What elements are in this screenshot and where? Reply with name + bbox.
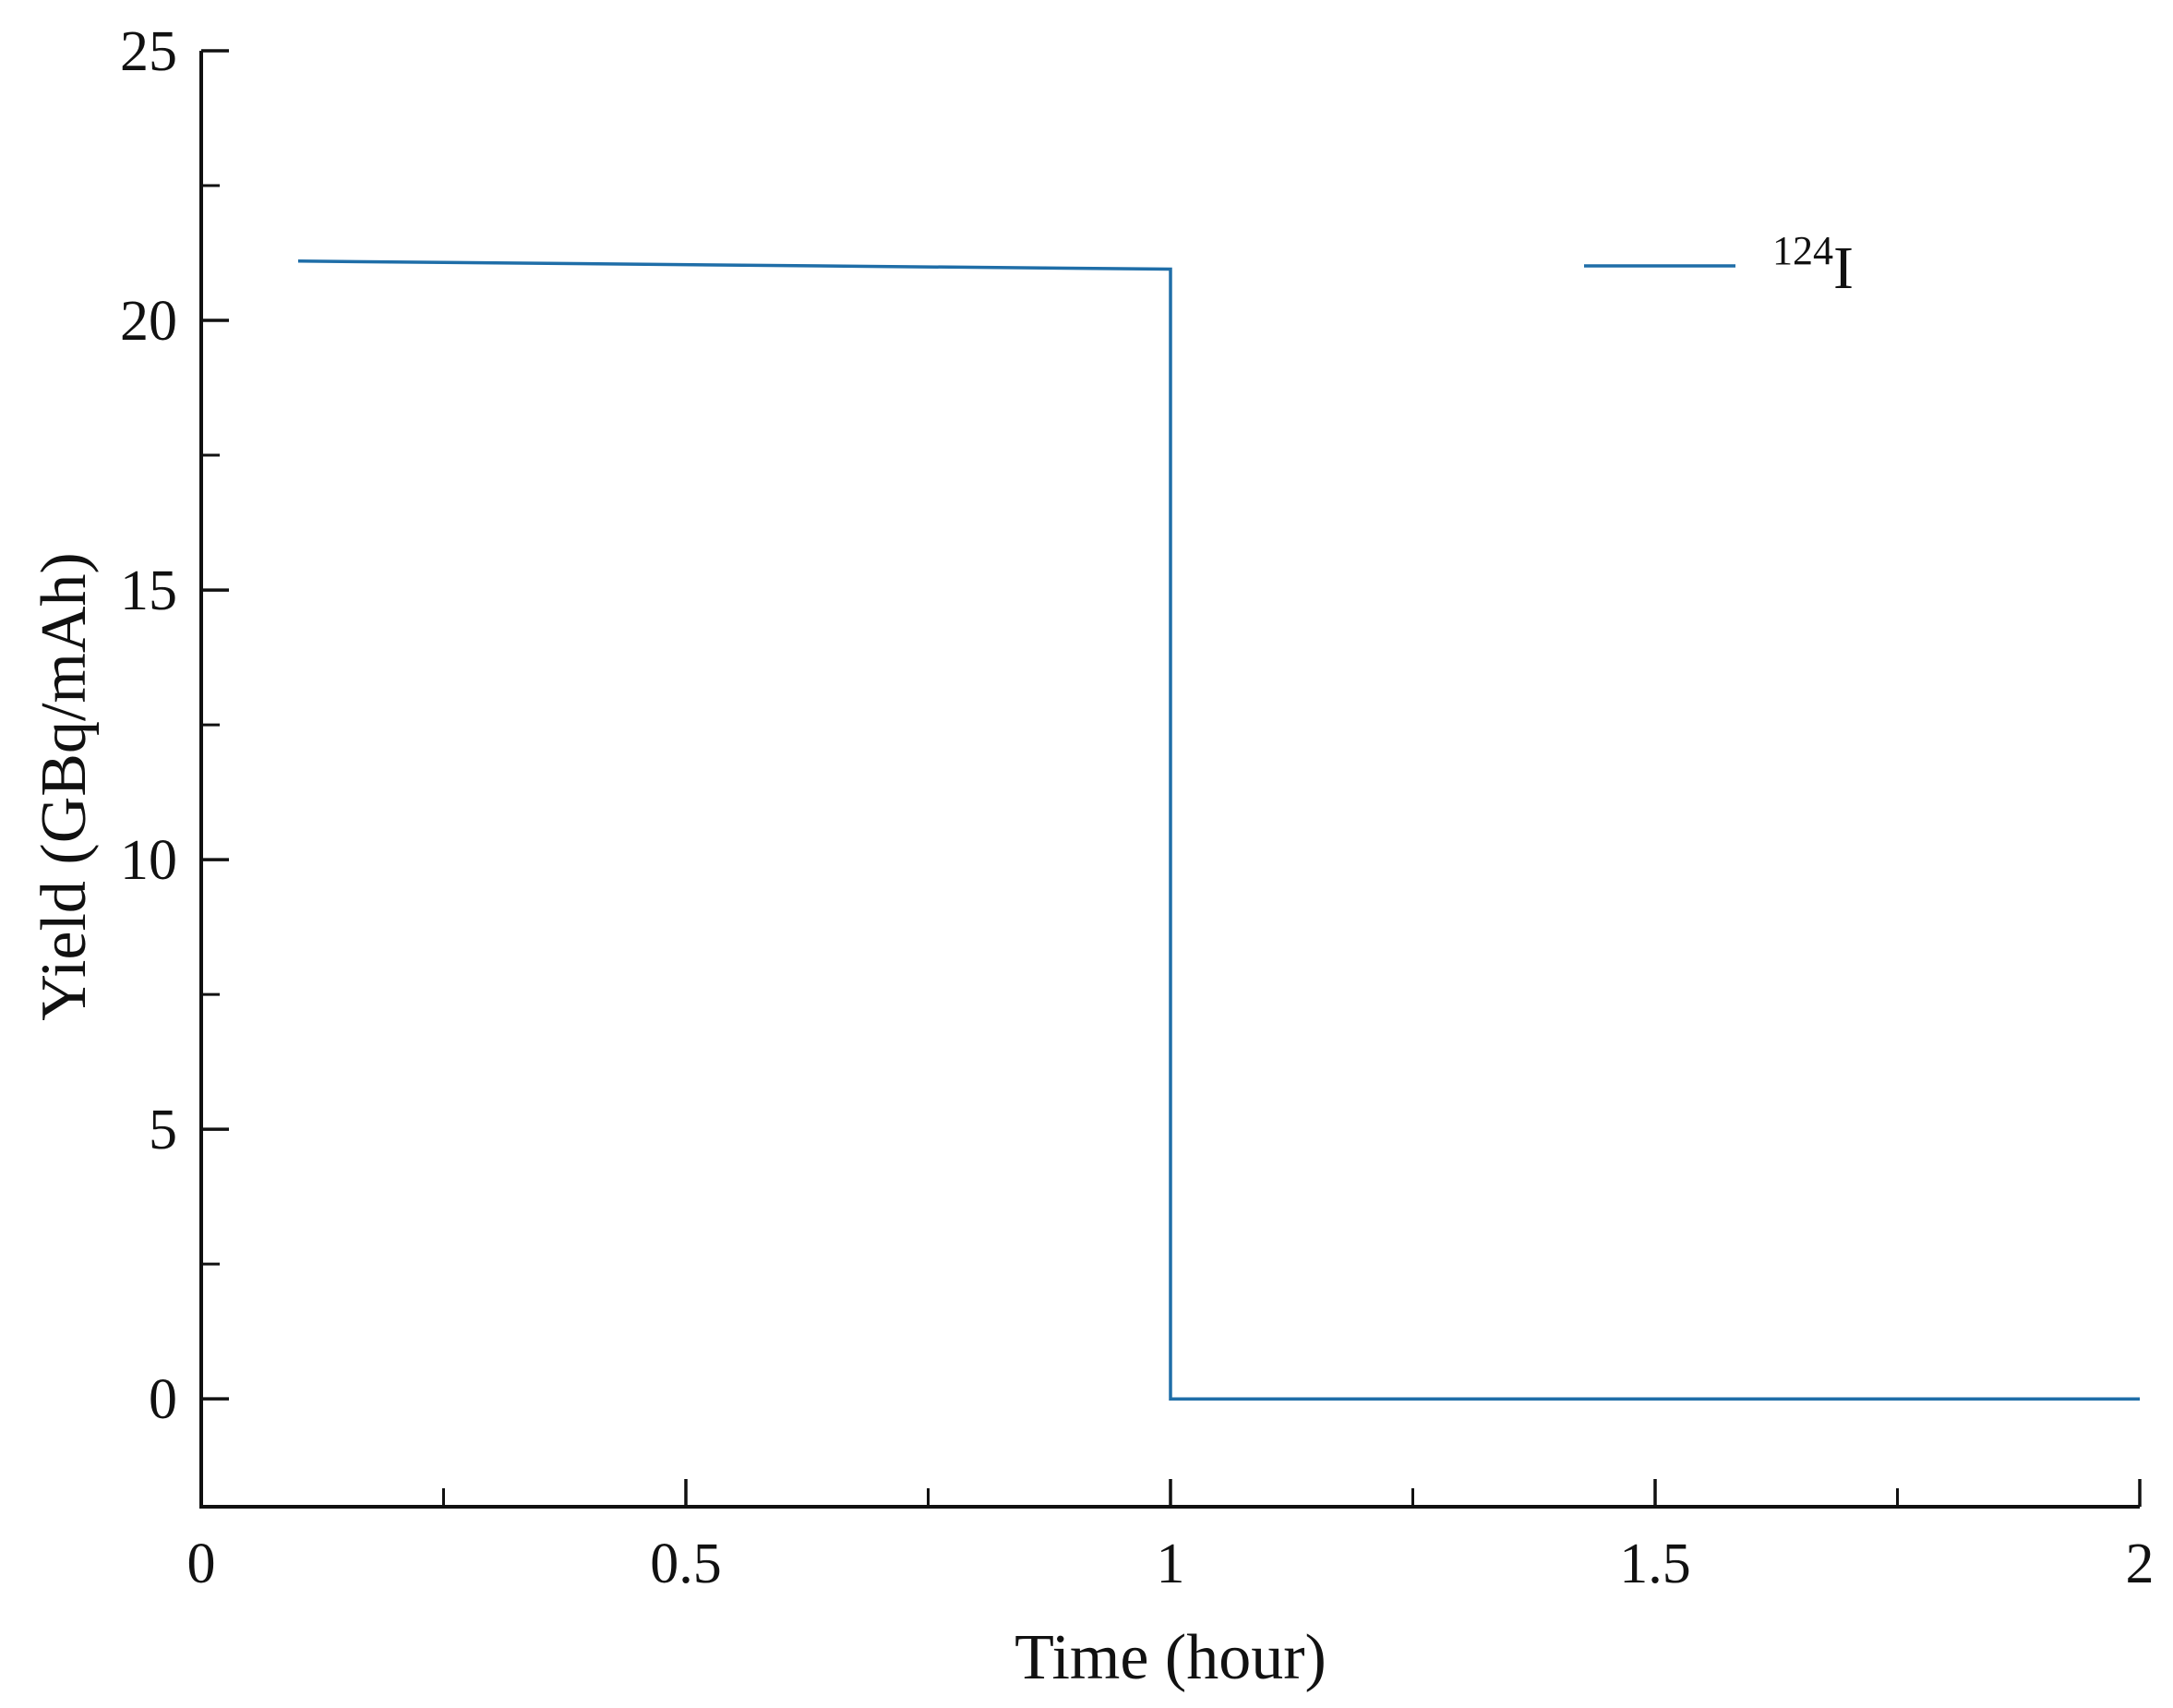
x-tick-label: 1.5 <box>1619 1533 1691 1595</box>
x-tick-label: 0.5 <box>650 1533 722 1595</box>
legend-label: 124I <box>1772 228 1854 302</box>
y-axis-label: Yield (GBq/mAh) <box>29 552 100 1020</box>
x-tick-label: 2 <box>2126 1533 2155 1595</box>
y-tick-label: 15 <box>120 559 177 622</box>
legend: 124I <box>1584 228 1854 302</box>
x-axis-label: Time (hour) <box>1014 1622 1327 1693</box>
legend-label-superscript: 124 <box>1772 228 1833 273</box>
y-tick-label: 5 <box>149 1099 177 1161</box>
y-tick-label: 20 <box>120 290 177 353</box>
y-tick-label: 25 <box>120 20 177 83</box>
series-line <box>297 259 2140 1401</box>
legend-label-base: I <box>1833 235 1854 302</box>
y-tick-label: 0 <box>149 1368 177 1431</box>
x-tick-label: 0 <box>187 1533 216 1595</box>
x-tick-label: 1 <box>1157 1533 1185 1595</box>
series <box>297 259 2140 1401</box>
y-tick-label: 10 <box>120 829 177 892</box>
